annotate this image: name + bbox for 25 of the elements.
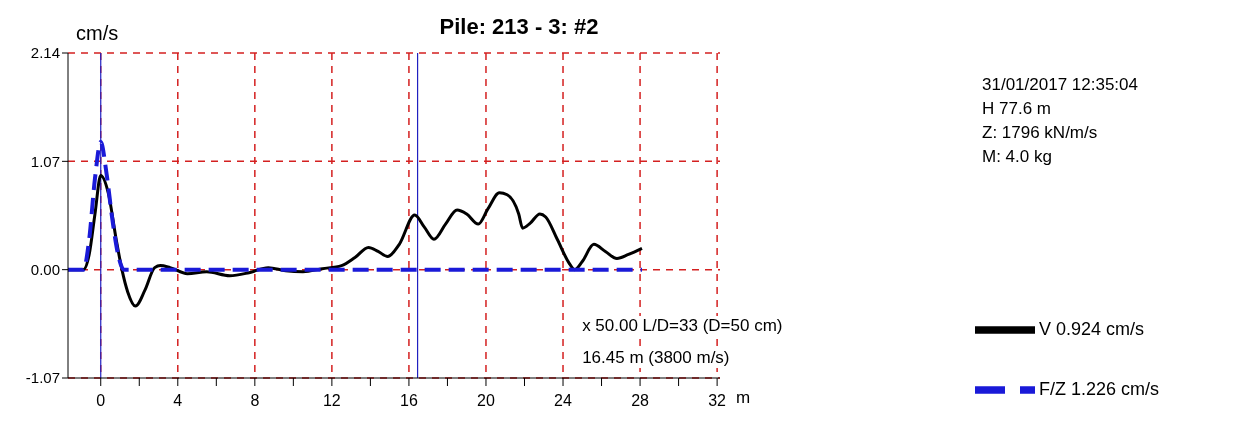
annotation: x 50.00 L/D=33 (D=50 cm) bbox=[582, 316, 783, 336]
x-tick-label: 0 bbox=[96, 392, 106, 409]
legend-label: F/Z 1.226 cm/s bbox=[1039, 378, 1160, 399]
x-tick-label: 8 bbox=[250, 392, 260, 409]
y-tick-label: 0.00 bbox=[30, 260, 60, 278]
x-axis-title: m bbox=[736, 388, 751, 408]
x-tick-label: 24 bbox=[554, 392, 573, 409]
annotation: 16.45 m (3800 m/s) bbox=[582, 348, 730, 368]
x-tick-label: 32 bbox=[708, 392, 727, 409]
text: 31/01/2017 12:35:04 bbox=[982, 74, 1138, 96]
y-tick-label: 1.07 bbox=[30, 152, 60, 170]
legend-label: V 0.924 cm/s bbox=[1039, 318, 1145, 339]
text: H 77.6 m bbox=[982, 98, 1052, 120]
chart-title: Pile: 213 - 3: #2 bbox=[439, 14, 599, 39]
x-tick-label: 28 bbox=[631, 392, 650, 409]
x-tick-label: 4 bbox=[173, 392, 183, 409]
y-axis-title: cm/s bbox=[76, 22, 119, 45]
x-tick-label: 20 bbox=[477, 392, 495, 409]
text: Z: 1796 kN/m/s bbox=[982, 122, 1099, 144]
x-tick-label: 16 bbox=[400, 392, 418, 409]
y-tick-label: 2.14 bbox=[30, 44, 60, 62]
line-series bbox=[68, 140, 644, 272]
y-tick-label: -1.07 bbox=[25, 369, 60, 387]
text: M: 4.0 kg bbox=[982, 146, 1053, 168]
x-tick-label: 12 bbox=[322, 392, 341, 409]
